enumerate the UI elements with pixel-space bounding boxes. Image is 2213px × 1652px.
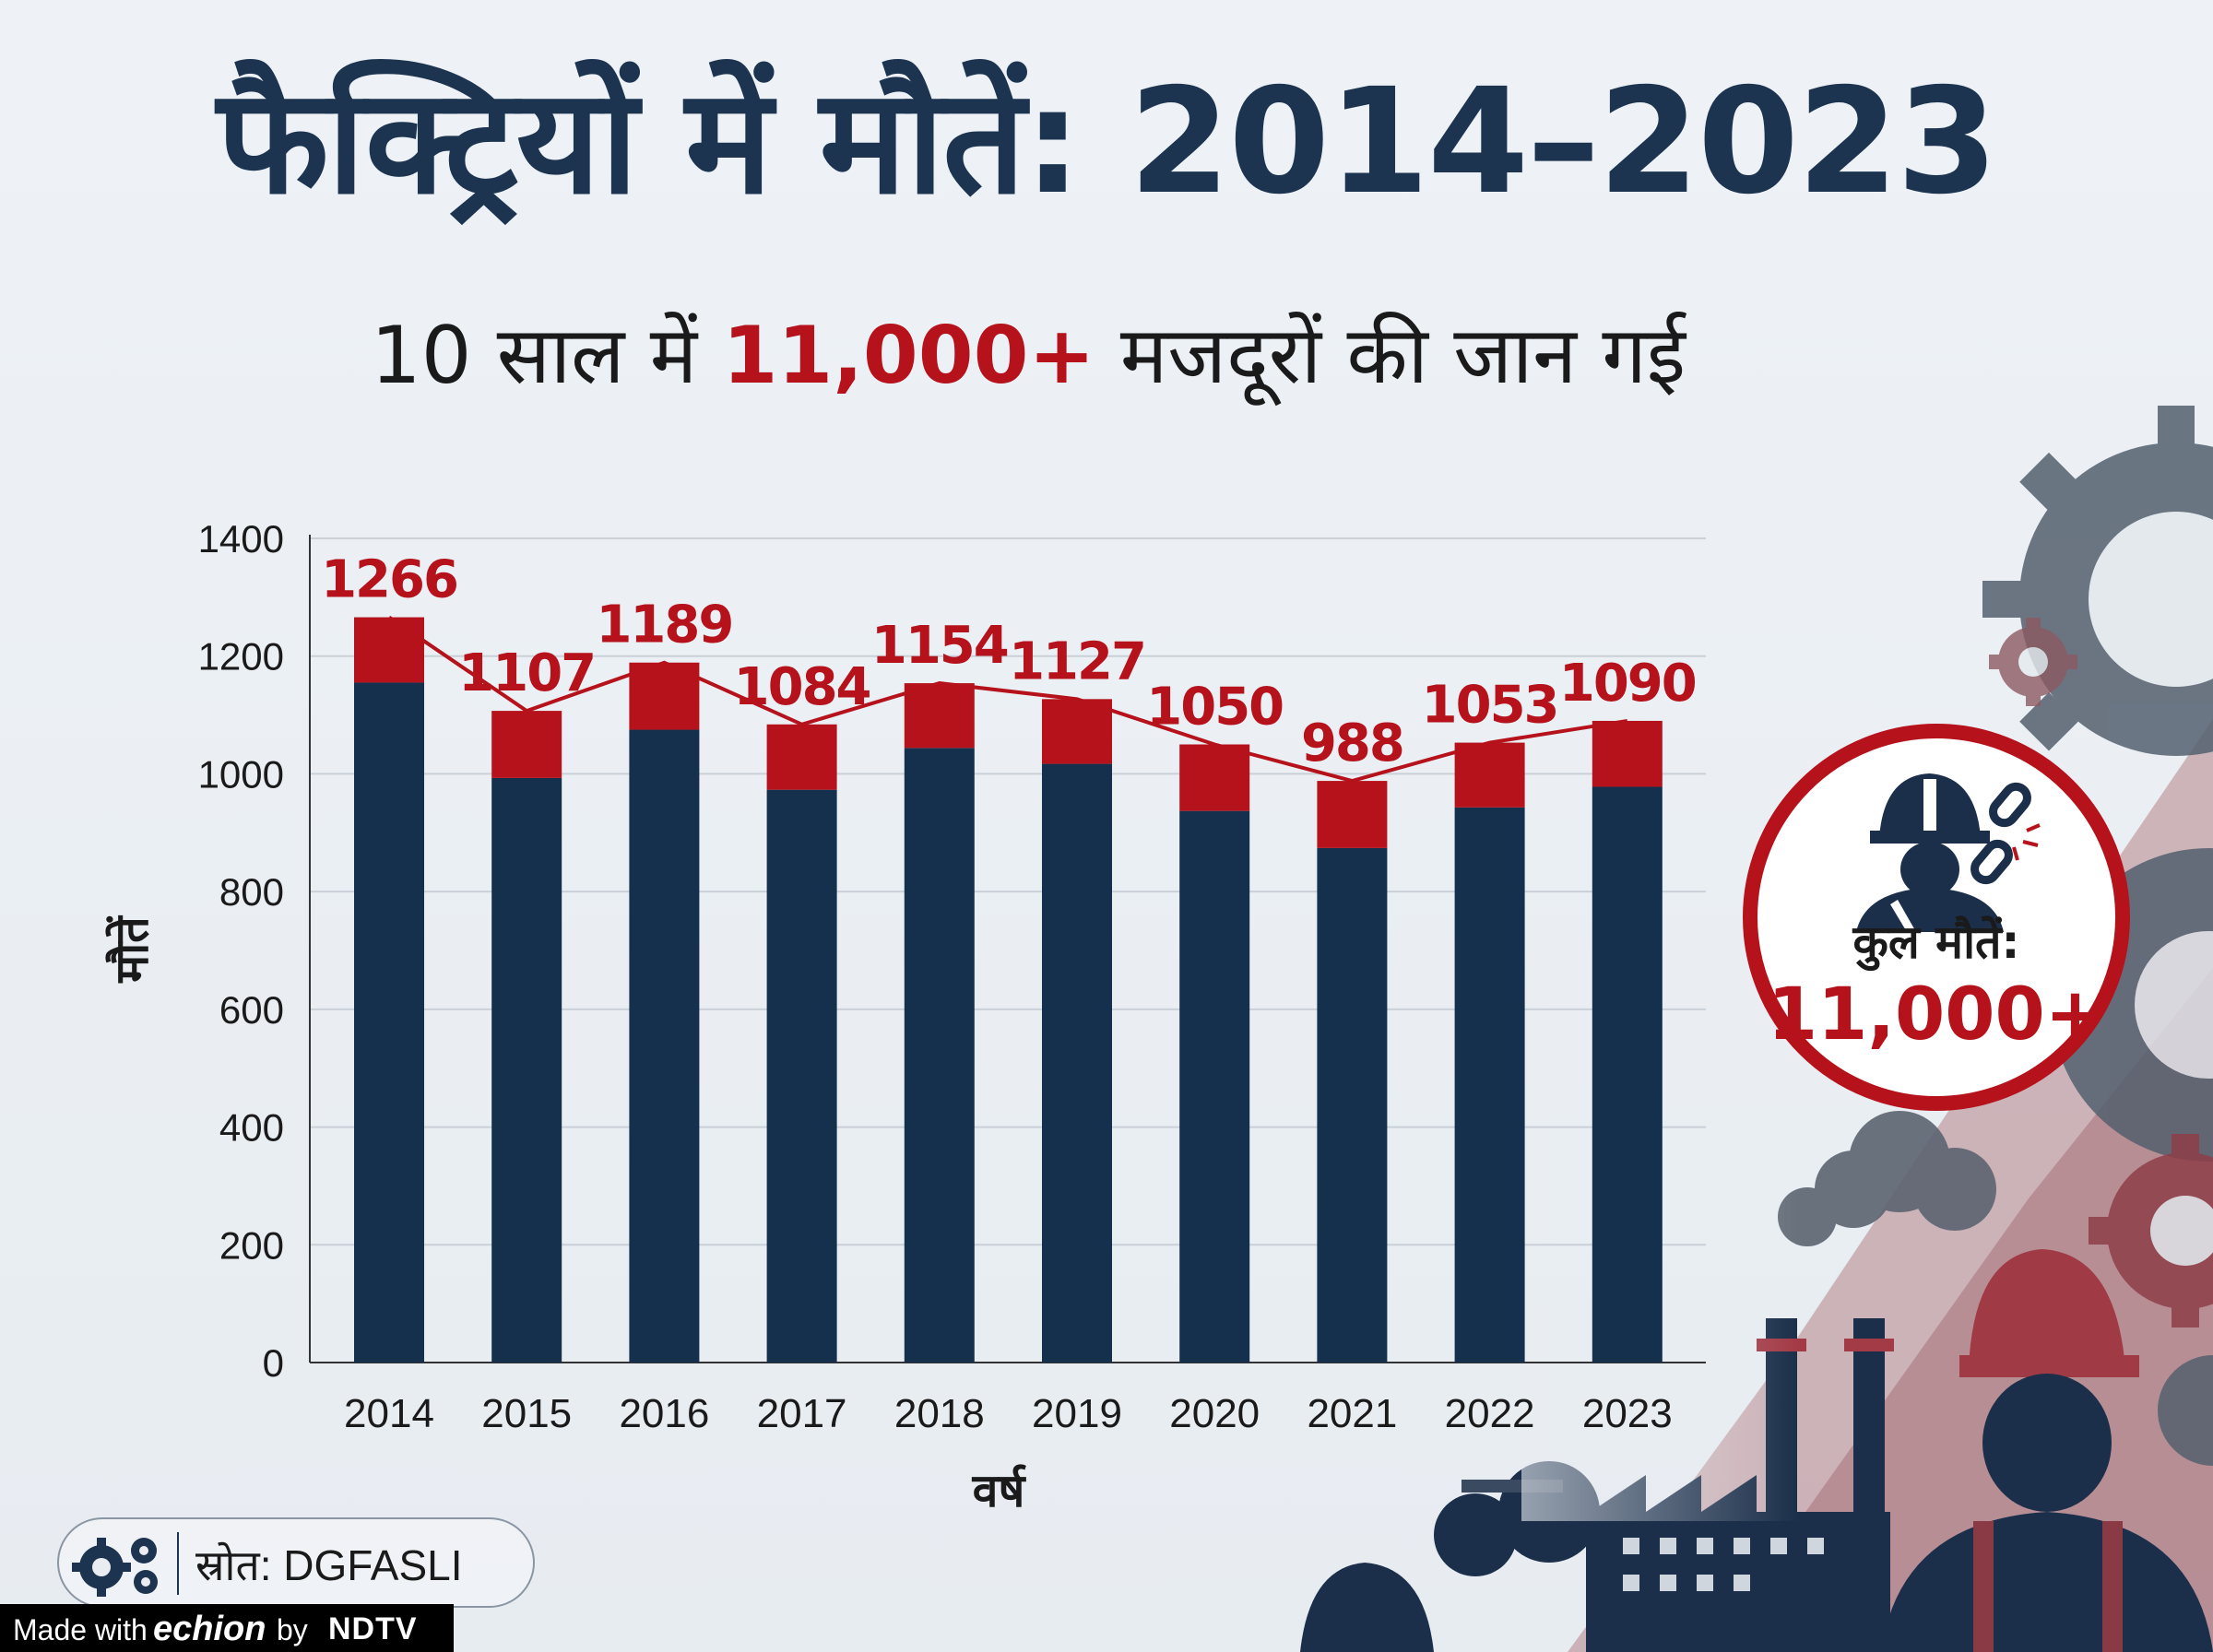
source-divider (177, 1532, 179, 1595)
data-label: 1266 (321, 550, 457, 610)
y-axis-label: मौतें (105, 915, 159, 984)
data-label: 988 (1301, 714, 1403, 773)
x-tick-label: 2015 (481, 1391, 572, 1436)
bar-navy-segment (1454, 807, 1525, 1363)
gears-icon (72, 1538, 158, 1597)
footer-bar: Made with echion by NDTV (0, 1604, 454, 1652)
x-tick-label: 2017 (757, 1391, 847, 1436)
bar-navy-segment (1317, 847, 1388, 1363)
x-tick-label: 2021 (1307, 1391, 1397, 1436)
smoke-icon (1778, 1111, 1996, 1246)
gear-icon-large (1982, 406, 2213, 756)
y-tick-label: 1000 (198, 752, 284, 796)
footer-by: by (277, 1613, 308, 1646)
page-title: फैक्ट्रियों में मौतें: 2014–2023 (217, 57, 1998, 227)
y-tick-label: 800 (219, 870, 284, 914)
helmet-icon-bottom (1300, 1563, 1434, 1652)
bar-navy-segment (904, 748, 975, 1363)
y-tick-label: 0 (263, 1341, 284, 1385)
bar-navy-segment (629, 729, 700, 1363)
source-box: स्रोत: DGFASLI (57, 1517, 535, 1608)
bar-red-segment (1592, 720, 1663, 787)
x-tick-label: 2023 (1582, 1391, 1673, 1436)
x-tick-label: 2019 (1032, 1391, 1122, 1436)
worker-hazard-icon (1856, 773, 2041, 932)
bar-red-segment (354, 617, 424, 683)
gear-icon-red-right (2089, 1134, 2213, 1328)
bar-red-segment (904, 683, 975, 749)
x-tick-label: 2022 (1445, 1391, 1535, 1436)
data-label: 1189 (596, 596, 732, 655)
page-subtitle: 10 साल में 11,000+ मजदूरों की जान गई (0, 309, 2056, 404)
bar-navy-segment (491, 777, 562, 1363)
subtitle-suffix: मजदूरों की जान गई (1095, 310, 1686, 402)
bar-red-segment (1454, 742, 1525, 808)
data-label: 1090 (1559, 654, 1696, 714)
broken-chain-icon (1970, 782, 2031, 885)
y-tick-label: 1400 (198, 517, 284, 560)
data-label: 1053 (1422, 676, 1558, 736)
data-label: 1107 (458, 643, 595, 703)
total-deaths-badge: कुल मौतें: 11,000+ (1743, 724, 2130, 1111)
gear-icon-small-top (1989, 618, 2077, 706)
subtitle-highlight: 11,000+ (722, 310, 1095, 402)
factory-windows (1623, 1538, 1824, 1591)
total-line (387, 615, 1628, 784)
worker-silhouette-icon (1881, 1249, 2213, 1652)
footer-brand: echion (153, 1610, 266, 1648)
data-label: 1154 (871, 616, 1008, 676)
footer-partner: NDTV (328, 1611, 418, 1646)
x-tick-label: 2020 (1169, 1391, 1260, 1436)
bar-red-segment (766, 724, 837, 790)
badge-value: 11,000+ (1767, 974, 2106, 1056)
bar-red-segment (1317, 781, 1388, 848)
data-label: 1084 (734, 657, 870, 717)
bar-navy-segment (1042, 763, 1112, 1363)
bar-navy-segment (1179, 810, 1250, 1363)
gear-icon-bottom-right (2158, 1355, 2213, 1466)
data-label: 1127 (1009, 631, 1145, 691)
y-tick-label: 200 (219, 1223, 284, 1267)
bar-navy-segment (766, 789, 837, 1363)
y-tick-label: 400 (219, 1106, 284, 1150)
badge-label: कुल मौतें: (1852, 915, 2020, 969)
subtitle-prefix: 10 साल में (370, 310, 723, 402)
x-tick-label: 2018 (894, 1391, 985, 1436)
bar-red-segment (491, 711, 562, 778)
data-label: 1050 (1146, 678, 1283, 738)
x-tick-label: 2014 (344, 1391, 434, 1436)
y-tick-label: 600 (219, 988, 284, 1032)
bar-navy-segment (354, 682, 424, 1363)
bar-red-segment (1042, 699, 1112, 764)
footer-made-with: Made with (13, 1613, 148, 1646)
source-text: स्रोत: DGFASLI (195, 1541, 463, 1589)
x-axis-label: वर्ष (972, 1464, 1027, 1517)
x-tick-label: 2016 (619, 1391, 709, 1436)
y-tick-label: 1200 (198, 635, 284, 678)
bar-red-segment (1179, 744, 1250, 811)
bar-navy-segment (1592, 786, 1663, 1363)
